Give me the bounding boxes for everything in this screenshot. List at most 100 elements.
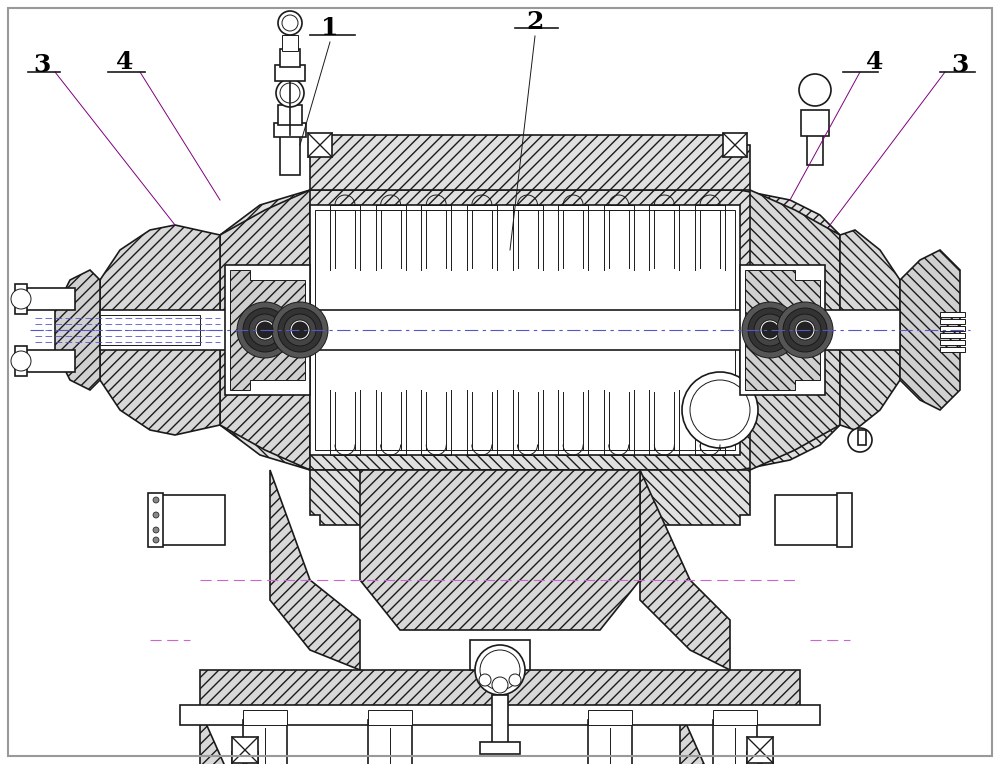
Circle shape xyxy=(682,372,758,448)
Circle shape xyxy=(777,302,833,358)
Polygon shape xyxy=(745,270,820,390)
Bar xyxy=(480,742,520,754)
Circle shape xyxy=(479,674,491,686)
Circle shape xyxy=(11,289,31,309)
Bar xyxy=(315,210,735,450)
Circle shape xyxy=(760,320,780,340)
Bar xyxy=(940,312,965,317)
Bar xyxy=(308,133,332,157)
Bar xyxy=(713,710,757,725)
Bar xyxy=(278,105,302,125)
Bar xyxy=(100,315,200,345)
Circle shape xyxy=(280,83,300,103)
Bar xyxy=(232,737,258,763)
Circle shape xyxy=(153,527,159,533)
Bar xyxy=(232,752,258,764)
Bar xyxy=(588,720,632,764)
Circle shape xyxy=(292,322,308,338)
Bar xyxy=(940,340,965,345)
Circle shape xyxy=(237,302,293,358)
Circle shape xyxy=(848,428,872,452)
Polygon shape xyxy=(200,710,320,764)
Circle shape xyxy=(797,322,813,338)
Bar xyxy=(160,495,225,545)
Circle shape xyxy=(480,650,520,690)
Circle shape xyxy=(11,351,31,371)
Bar xyxy=(200,670,800,710)
Polygon shape xyxy=(840,230,900,430)
Text: 4: 4 xyxy=(116,50,134,74)
Circle shape xyxy=(795,320,815,340)
Circle shape xyxy=(249,314,281,346)
Circle shape xyxy=(783,308,827,352)
Bar xyxy=(243,710,287,725)
Polygon shape xyxy=(900,250,960,410)
Circle shape xyxy=(762,322,778,338)
Circle shape xyxy=(475,645,525,695)
Bar xyxy=(807,135,823,165)
Circle shape xyxy=(278,308,322,352)
Circle shape xyxy=(742,302,798,358)
Circle shape xyxy=(153,497,159,503)
Polygon shape xyxy=(220,190,840,322)
Polygon shape xyxy=(55,270,100,390)
Bar xyxy=(940,333,965,338)
Bar xyxy=(940,319,965,324)
Text: 3: 3 xyxy=(33,53,51,77)
Bar xyxy=(280,49,300,67)
Bar xyxy=(20,350,75,372)
Text: 4: 4 xyxy=(866,50,884,74)
Polygon shape xyxy=(270,470,360,670)
Bar xyxy=(837,493,852,547)
Circle shape xyxy=(748,308,792,352)
Bar xyxy=(368,720,412,764)
Circle shape xyxy=(153,512,159,518)
Bar xyxy=(20,288,75,310)
Circle shape xyxy=(276,79,304,107)
Bar xyxy=(15,284,27,314)
Bar xyxy=(713,720,757,764)
Bar xyxy=(280,135,300,175)
Bar xyxy=(588,710,632,725)
Bar xyxy=(940,347,965,352)
Bar xyxy=(492,695,508,745)
Text: 1: 1 xyxy=(321,16,339,40)
Bar xyxy=(940,326,965,331)
Circle shape xyxy=(282,15,298,31)
Polygon shape xyxy=(640,470,730,670)
Polygon shape xyxy=(220,190,310,470)
Bar xyxy=(243,720,287,764)
Circle shape xyxy=(153,537,159,543)
Bar xyxy=(740,265,825,395)
Circle shape xyxy=(789,314,821,346)
Polygon shape xyxy=(750,190,840,470)
Polygon shape xyxy=(220,338,840,470)
Polygon shape xyxy=(360,470,640,630)
Circle shape xyxy=(799,74,831,106)
Polygon shape xyxy=(230,270,305,390)
Circle shape xyxy=(284,314,316,346)
Bar xyxy=(274,123,306,137)
Polygon shape xyxy=(680,710,800,764)
Circle shape xyxy=(754,314,786,346)
Polygon shape xyxy=(100,225,220,435)
Circle shape xyxy=(690,380,750,440)
Bar xyxy=(723,133,747,157)
Polygon shape xyxy=(310,470,750,525)
Bar xyxy=(148,493,163,547)
Circle shape xyxy=(509,674,521,686)
Bar xyxy=(282,35,298,51)
Circle shape xyxy=(255,320,275,340)
Circle shape xyxy=(290,320,310,340)
Bar xyxy=(100,310,900,350)
Circle shape xyxy=(278,11,302,35)
Bar xyxy=(15,346,27,376)
Bar xyxy=(747,737,773,763)
Bar xyxy=(310,205,740,455)
Polygon shape xyxy=(310,135,750,190)
Bar xyxy=(368,710,412,725)
Circle shape xyxy=(492,677,508,693)
Bar xyxy=(747,752,773,764)
Circle shape xyxy=(272,302,328,358)
Text: 2: 2 xyxy=(526,10,544,34)
